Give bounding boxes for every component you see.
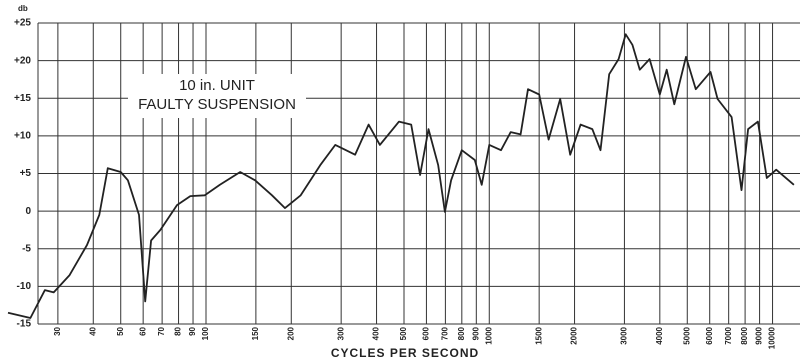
x-tick-label: 50 xyxy=(116,326,125,335)
x-tick-label: 60 xyxy=(138,326,147,335)
x-tick-label: 80 xyxy=(174,326,183,335)
y-tick-label: 0 xyxy=(25,206,31,217)
x-tick-label: 3000 xyxy=(620,326,629,344)
y-unit: db xyxy=(18,4,28,13)
response-line xyxy=(7,33,795,319)
x-tick-label: 70 xyxy=(157,326,166,335)
x-tick-label: 800 xyxy=(457,326,466,340)
x-tick-label: 150 xyxy=(251,326,260,340)
x-tick-label: 500 xyxy=(399,326,408,340)
x-tick-label: 1500 xyxy=(534,326,543,344)
x-tick-label: 90 xyxy=(188,326,197,335)
x-tick-label: 9000 xyxy=(755,326,764,344)
y-tick-label: +20 xyxy=(14,55,31,66)
x-tick-label: 40 xyxy=(88,326,97,335)
x-axis-label: CYCLES PER SECOND xyxy=(331,346,479,360)
y-tick-label: +15 xyxy=(14,93,31,104)
y-tick-label: +25 xyxy=(14,18,31,29)
x-tick-label: 200 xyxy=(286,326,295,340)
x-tick-label: 4000 xyxy=(655,326,664,344)
x-tick-label: 5000 xyxy=(682,326,691,344)
y-tick-label: -5 xyxy=(22,243,31,254)
chart-title: 10 in. UNIT xyxy=(179,77,255,94)
x-tick-label: 30 xyxy=(53,326,62,335)
x-tick-label: 8000 xyxy=(740,326,749,344)
x-tick-label: 600 xyxy=(422,326,431,340)
y-tick-label: -10 xyxy=(17,281,32,292)
x-tick-label: 900 xyxy=(471,326,480,340)
x-tick-label: 700 xyxy=(441,326,450,340)
x-tick-label: 1000 xyxy=(484,326,493,344)
y-tick-label: +10 xyxy=(14,131,31,142)
title-box xyxy=(128,74,306,118)
y-tick-label: -15 xyxy=(17,319,32,330)
y-tick-label: +5 xyxy=(20,168,32,179)
x-tick-label: 6000 xyxy=(705,326,714,344)
x-tick-label: 7000 xyxy=(724,326,733,344)
x-tick-label: 300 xyxy=(336,326,345,340)
x-tick-label: 2000 xyxy=(570,326,579,344)
x-tick-label: 100 xyxy=(201,326,210,340)
chart-title: FAULTY SUSPENSION xyxy=(138,96,296,113)
x-tick-label: 10000 xyxy=(768,326,777,349)
x-tick-label: 400 xyxy=(372,326,381,340)
